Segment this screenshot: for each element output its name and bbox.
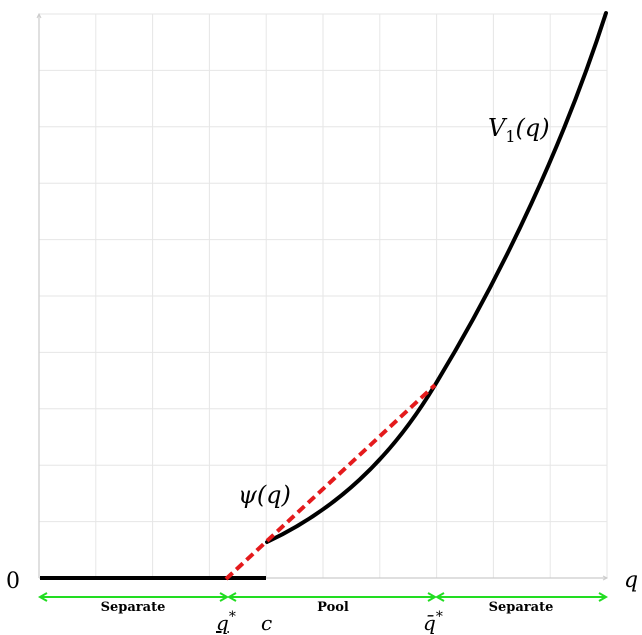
q-lower-symbol: q xyxy=(216,611,229,635)
v1-curve-label: V1(q) xyxy=(488,114,550,146)
grid xyxy=(38,13,608,579)
v1-label-subscript: 1 xyxy=(505,127,515,146)
pool-arrow-left-head xyxy=(226,592,237,602)
tick-label-q-upper-star: q̄* xyxy=(423,609,443,635)
region-label-separate-right: Separate xyxy=(489,600,554,615)
v1-label-main: V xyxy=(488,114,508,142)
tick-label-c: c xyxy=(261,611,272,635)
origin-label: 0 xyxy=(6,569,20,594)
q-lower-star: * xyxy=(229,609,236,625)
v1-curve xyxy=(265,11,608,544)
q-upper-symbol: q̄ xyxy=(423,611,436,635)
x-axis-arrowhead xyxy=(602,575,609,581)
psi-curve-label: ψ(q) xyxy=(238,481,291,509)
axes xyxy=(36,12,609,581)
tick-label-q-lower-star: q* xyxy=(216,609,236,635)
v1-label-suffix: (q) xyxy=(516,114,550,142)
separate-right-arrow-left-head xyxy=(434,592,445,602)
separate-right-arrow-right-head xyxy=(598,592,609,602)
q-upper-star: * xyxy=(436,609,443,625)
psi-dashed-line xyxy=(224,383,437,581)
region-label-pool: Pool xyxy=(317,600,349,615)
region-label-separate-left: Separate xyxy=(101,600,166,615)
curves xyxy=(40,11,608,581)
x-axis-label: q xyxy=(624,568,638,593)
separate-left-arrow-left-head xyxy=(37,592,48,602)
y-axis-arrowhead xyxy=(36,12,42,19)
region-arrows xyxy=(37,592,609,602)
